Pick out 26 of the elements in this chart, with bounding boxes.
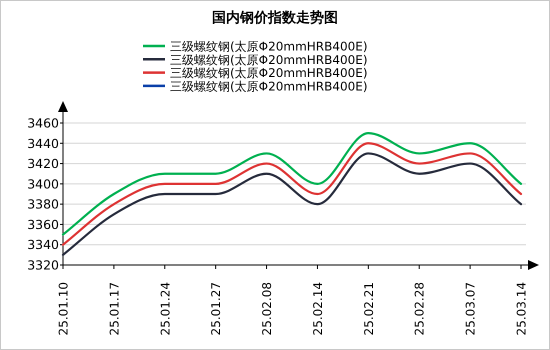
x-tick-label: 25.03.07	[464, 282, 478, 336]
x-tick-label: 25.02.21	[362, 282, 376, 336]
legend-label: 三级螺纹钢(太原Φ20mmHRB400E)	[170, 40, 368, 54]
y-tick-label: 3460	[27, 116, 60, 130]
y-tick-label: 3440	[27, 136, 60, 151]
line-series	[62, 142, 522, 246]
y-tick-label: 3400	[27, 176, 60, 192]
y-tick-label: 3420	[27, 156, 60, 172]
x-tick-label: 25.01.10	[56, 282, 70, 336]
y-tick-label: 3360	[27, 216, 60, 232]
legend-label: 三级螺纹钢(太原Φ20mmHRB400E)	[170, 52, 368, 67]
y-tick-label: 3380	[27, 196, 60, 212]
legend-label: 三级螺纹钢(太原Φ20mmHRB400E)	[170, 79, 368, 94]
x-tick-label: 25.01.17	[107, 282, 122, 336]
x-tick-label: 25.01.27	[209, 282, 224, 336]
x-tick-label: 25.02.28	[412, 282, 427, 336]
x-tick-label: 25.01.24	[158, 282, 172, 336]
line-series	[62, 132, 522, 236]
x-tick-label: 25.02.14	[310, 282, 325, 336]
line-series	[62, 152, 522, 256]
y-tick-label: 3340	[27, 237, 60, 252]
chart-title: 国内钢价指数走势图	[212, 10, 338, 26]
y-tick-label: 3320	[27, 258, 60, 272]
x-tick-label: 25.03.14	[514, 282, 528, 336]
x-tick-label: 25.02.08	[260, 282, 274, 336]
legend-label: 三级螺纹钢(太原Φ20mmHRB400E)	[170, 66, 368, 80]
